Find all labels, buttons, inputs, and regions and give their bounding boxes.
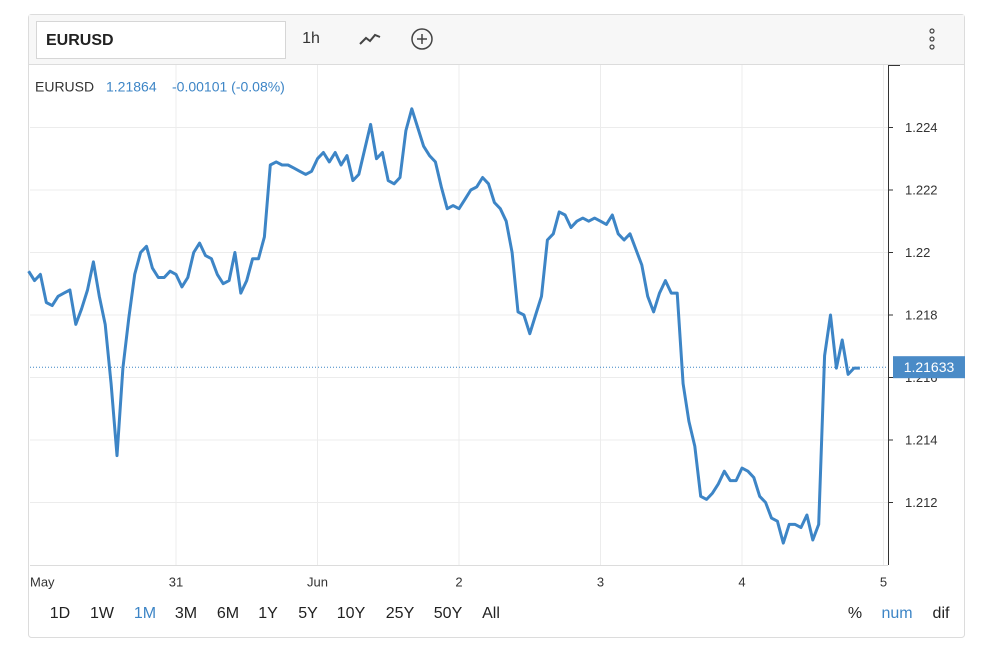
x-tick-label: 2 (455, 574, 462, 589)
range-button[interactable]: 1M (134, 605, 156, 622)
range-button[interactable]: 5Y (298, 605, 318, 622)
chart-type-icon[interactable] (359, 33, 381, 45)
symbol-text: EURUSD (46, 32, 114, 49)
x-tick-label: 3 (597, 574, 604, 589)
add-indicator-icon[interactable] (411, 28, 433, 50)
price-line (27, 107, 860, 545)
range-button[interactable]: 3M (175, 605, 197, 622)
legend-symbol: EURUSD (35, 79, 94, 95)
range-button[interactable]: 6M (217, 605, 239, 622)
last-price-label: 1.21633 (904, 359, 955, 375)
x-tick-label: Jun (307, 574, 328, 589)
menu-icon[interactable] (929, 28, 935, 50)
y-tick-label: 1.222 (905, 182, 938, 197)
legend-price: 1.21864 (106, 79, 157, 95)
range-button[interactable]: 1W (90, 605, 115, 622)
range-button[interactable]: 1Y (258, 605, 278, 622)
scale-mode-button[interactable]: % (848, 605, 862, 622)
x-tick-label: 31 (169, 574, 183, 589)
range-button[interactable]: 10Y (337, 605, 366, 622)
x-tick-label: May (30, 574, 55, 589)
y-tick-label: 1.218 (905, 307, 938, 322)
last-price-box (893, 356, 965, 379)
x-tick-label: 5 (880, 574, 887, 589)
y-tick-label: 1.212 (905, 495, 938, 510)
scale-mode-button[interactable]: num (881, 605, 912, 622)
y-tick-label: 1.214 (905, 432, 938, 447)
symbol-input[interactable] (36, 21, 286, 59)
scale-mode-button[interactable]: dif (933, 605, 950, 622)
x-tick-label: 4 (738, 574, 745, 589)
range-button[interactable]: 25Y (386, 605, 415, 622)
legend-change: -0.00101 (-0.08%) (172, 79, 285, 95)
widget-frame (28, 14, 965, 638)
y-tick-label: 1.224 (905, 120, 938, 135)
range-button[interactable]: 50Y (434, 605, 463, 622)
y-tick-label: 1.22 (905, 245, 930, 260)
range-button[interactable]: All (482, 605, 500, 622)
range-button[interactable]: 1D (50, 605, 70, 622)
interval-button[interactable]: 1h (302, 30, 320, 47)
